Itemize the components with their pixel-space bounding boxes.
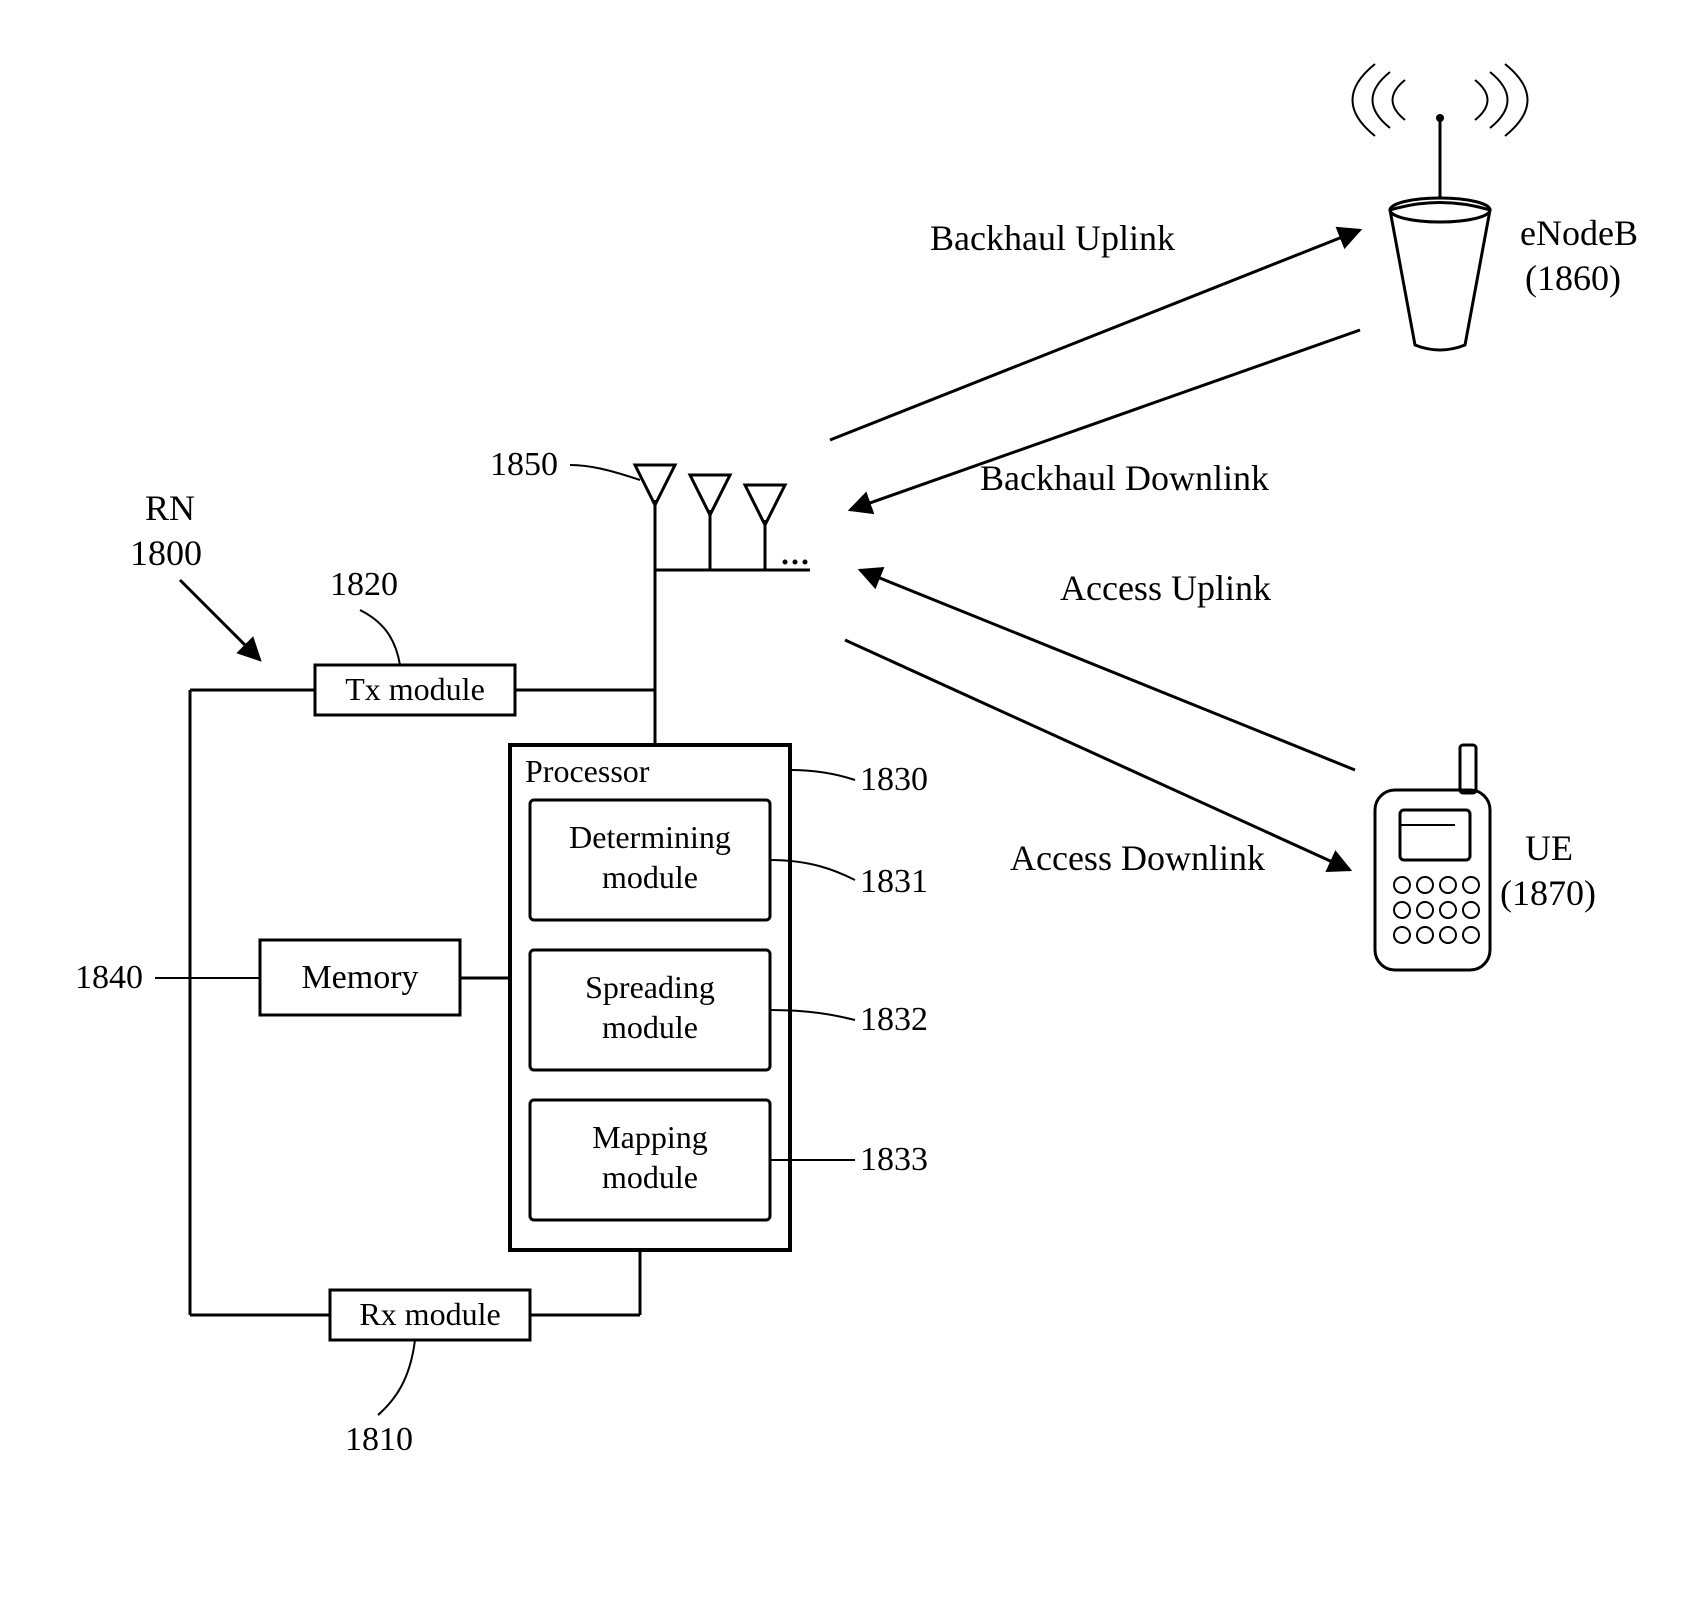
- diagram-canvas: RN 1800 Tx module 1820 Rx module 1810 Me…: [0, 0, 1690, 1610]
- processor-ref-leader: [790, 770, 855, 780]
- antenna-array: [635, 465, 810, 570]
- spreading-ref: 1832: [860, 1001, 928, 1038]
- access-downlink-arrow: [845, 640, 1350, 870]
- tx-ref-leader: [360, 610, 400, 665]
- access-uplink-label: Access Uplink: [1060, 568, 1271, 608]
- rn-pointer: [180, 580, 260, 660]
- memory-label: Memory: [301, 959, 418, 996]
- memory-ref: 1840: [75, 959, 143, 996]
- rx-ref-leader: [378, 1340, 415, 1415]
- rn-title: RN: [145, 488, 195, 528]
- mapping-module-l2: module: [602, 1159, 698, 1195]
- backhaul-downlink-label: Backhaul Downlink: [980, 458, 1269, 498]
- rx-ref: 1810: [345, 1421, 413, 1458]
- mapping-module-l1: Mapping: [592, 1119, 708, 1155]
- backhaul-uplink-arrow: [830, 230, 1360, 440]
- rn-ref: 1800: [130, 533, 202, 573]
- access-downlink-label: Access Downlink: [1010, 838, 1265, 878]
- spreading-module-l2: module: [602, 1009, 698, 1045]
- determining-ref: 1831: [860, 863, 928, 900]
- processor-ref: 1830: [860, 761, 928, 798]
- mapping-ref: 1833: [860, 1141, 928, 1178]
- determining-module-l1: Determining: [569, 819, 731, 855]
- ue-label: UE: [1525, 828, 1573, 868]
- enodeb-ref: (1860): [1525, 258, 1621, 298]
- enodeb-icon: [1353, 64, 1528, 350]
- tx-ref: 1820: [330, 566, 398, 603]
- antenna-ref: 1850: [490, 446, 558, 483]
- rx-module-label: Rx module: [359, 1296, 500, 1332]
- enodeb-label: eNodeB: [1520, 213, 1638, 253]
- tx-module-label: Tx module: [345, 671, 485, 707]
- ue-icon: [1375, 745, 1490, 970]
- determining-module-l2: module: [602, 859, 698, 895]
- antenna-ref-leader: [570, 465, 640, 480]
- processor-label: Processor: [525, 753, 650, 789]
- ue-ref: (1870): [1500, 873, 1596, 913]
- spreading-module-l1: Spreading: [585, 969, 715, 1005]
- backhaul-uplink-label: Backhaul Uplink: [930, 218, 1175, 258]
